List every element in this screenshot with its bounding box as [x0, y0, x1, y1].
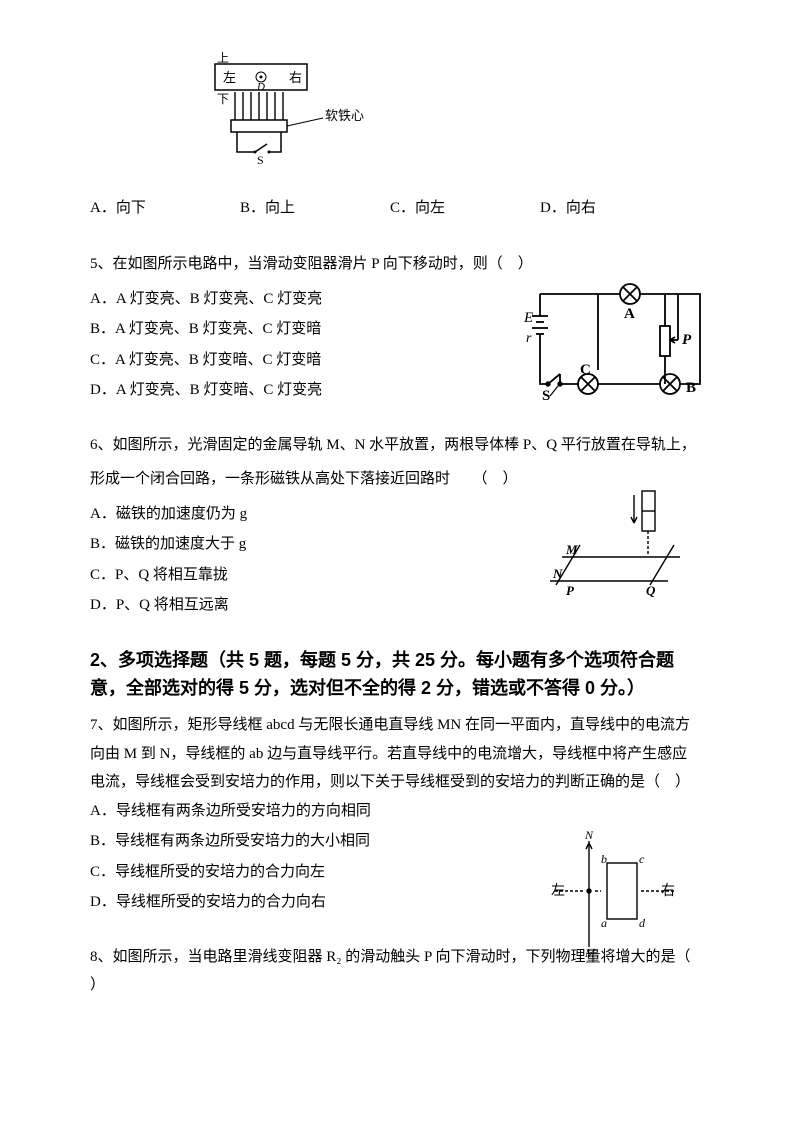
svg-text:C: C — [580, 362, 591, 378]
q8-stem2: ） — [90, 971, 710, 1000]
label-right: 右 — [289, 70, 302, 85]
label-D: D — [256, 81, 265, 93]
q4-options: A．向下 B．向上 C．向左 D．向右 — [90, 194, 710, 223]
svg-text:P: P — [682, 332, 692, 348]
svg-text:右: 右 — [661, 883, 675, 899]
svg-text:N: N — [584, 829, 594, 842]
q4-figure: 上 左 D 右 下 软铁心 S — [205, 50, 710, 176]
section2-title: 2、多项选择题（共 5 题，每题 5 分，共 25 分。每小题有多个选项符合题意… — [90, 646, 710, 704]
label-core: 软铁心 — [325, 108, 364, 123]
svg-text:r: r — [526, 331, 532, 346]
q5-figure: E r S A P C B — [520, 274, 720, 415]
svg-text:S: S — [542, 388, 550, 404]
q4-opt-A: A．向下 — [90, 194, 240, 223]
svg-text:N: N — [552, 566, 563, 581]
svg-text:d: d — [639, 916, 646, 930]
label-left: 左 — [223, 70, 236, 85]
q7-stem1: 7、如图所示，矩形导线框 abcd 与无限长通电直导线 MN 在同一平面内，直导… — [90, 711, 710, 740]
q7: 7、如图所示，矩形导线框 abcd 与无限长通电直导线 MN 在同一平面内，直导… — [90, 711, 710, 917]
svg-text:左: 左 — [551, 883, 565, 899]
q7-stem2: 向由 M 到 N，导线框的 ab 边与直导线平行。若直导线中的电流增大，导线框中… — [90, 740, 710, 769]
q6-stem1: 6、如图所示，光滑固定的金属导轨 M、N 水平放置，两根导体棒 P、Q 平行放置… — [90, 431, 710, 460]
q5: 5、在如图所示电路中，当滑动变阻器滑片 P 向下移动时，则（ ） A．A 灯变亮… — [90, 250, 710, 405]
q7-opt-A: A．导线框有两条边所受安培力的方向相同 — [90, 797, 710, 826]
svg-text:b: b — [601, 852, 607, 866]
label-top: 上 — [217, 51, 229, 65]
q8-stem1: 8、如图所示，当电路里滑线变阻器 R₂ 的滑动触头 P 向下滑动时，下列物理量将… — [90, 943, 710, 972]
q4-opt-C: C．向左 — [390, 194, 540, 223]
label-bottom: 下 — [217, 92, 229, 106]
svg-text:a: a — [601, 916, 607, 930]
q4-opt-B: B．向上 — [240, 194, 390, 223]
q8: 8、如图所示，当电路里滑线变阻器 R₂ 的滑动触头 P 向下滑动时，下列物理量将… — [90, 943, 710, 1000]
svg-text:M: M — [565, 542, 578, 557]
svg-text:E: E — [523, 310, 533, 326]
svg-text:B: B — [686, 380, 696, 396]
svg-text:c: c — [639, 852, 645, 866]
svg-text:A: A — [624, 306, 635, 322]
q4-opt-D: D．向右 — [540, 194, 690, 223]
svg-text:Q: Q — [646, 583, 656, 597]
q6: 6、如图所示，光滑固定的金属导轨 M、N 水平放置，两根导体棒 P、Q 平行放置… — [90, 431, 710, 620]
label-S: S — [257, 153, 264, 165]
q6-figure: M N P Q — [550, 487, 700, 608]
q7-stem3: 电流，导线框会受到安培力的作用，则以下关于导线框受到的安培力的判断正确的是（ ） — [90, 768, 710, 797]
svg-text:P: P — [566, 583, 575, 597]
